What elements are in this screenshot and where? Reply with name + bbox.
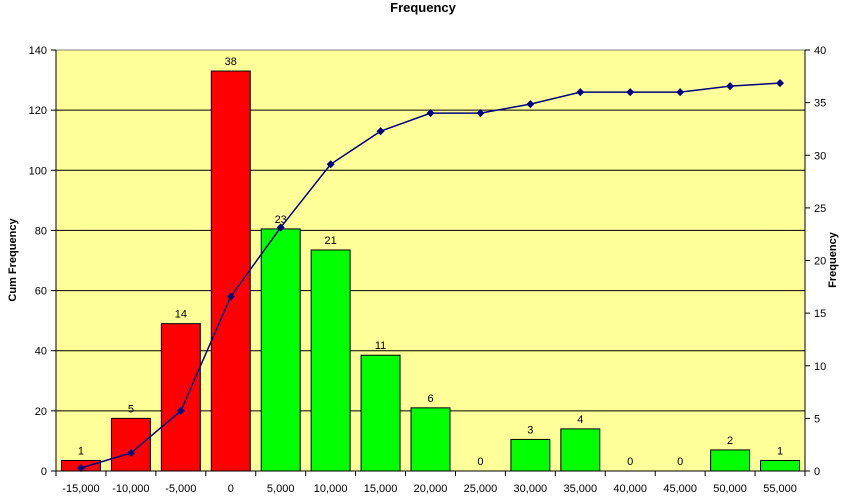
cum-frequency-marker [276, 223, 285, 232]
right-tick-label: 5 [814, 413, 820, 425]
right-tick-label: 35 [814, 98, 826, 110]
left-tick-label: 140 [29, 45, 47, 57]
bar-data-label: 4 [577, 414, 583, 426]
cum-frequency-marker [376, 127, 385, 136]
cum-frequency-line [76, 79, 785, 472]
x-tick-label: -10,000 [112, 483, 149, 495]
x-tick-label: 35,000 [563, 483, 597, 495]
x-tick-label: 45,000 [663, 483, 697, 495]
left-tick-label: 100 [29, 165, 47, 177]
x-tick-label: 30,000 [514, 483, 548, 495]
cum-frequency-marker [726, 82, 735, 91]
frequency-bar [360, 354, 401, 472]
x-tick-label: -5,000 [165, 483, 196, 495]
frequency-bar [510, 438, 551, 472]
bar-data-label: 0 [677, 456, 683, 468]
cum-frequency-marker [776, 79, 785, 88]
cum-frequency-marker [526, 100, 535, 109]
right-tick-label: 20 [814, 256, 826, 268]
cum-frequency-marker [676, 88, 685, 97]
left-axis-label: Cum Frequency [7, 218, 19, 302]
cum-frequency-marker [576, 88, 585, 97]
cum-frequency-marker [476, 109, 485, 118]
frequency-bar [760, 459, 801, 472]
left-tick-label: 80 [35, 225, 47, 237]
bar-data-label: 1 [78, 445, 84, 457]
right-tick-label: 0 [814, 466, 820, 478]
x-tick-label: -15,000 [62, 483, 99, 495]
cum-frequency-marker [626, 88, 635, 97]
right-axis-label: Frequency [827, 231, 839, 288]
left-tick-label: 120 [29, 105, 47, 117]
bar-data-label: 6 [427, 393, 433, 405]
bar-data-label: 11 [375, 340, 386, 352]
x-axis: -15,000 -10,000 -5,000 0 5,000 10,000 15,000 20… [55, 470, 806, 495]
left-tick-label: 60 [35, 286, 47, 298]
right-tick-label: 40 [814, 45, 826, 57]
right-tick-label: 30 [814, 150, 826, 162]
x-tick-label: 50,000 [713, 483, 747, 495]
cum-frequency-marker [76, 463, 85, 472]
x-tick-label: 10,000 [314, 483, 348, 495]
bar-data-label: 2 [727, 435, 733, 447]
x-tick-label: 40,000 [613, 483, 647, 495]
left-tick-label: 40 [35, 346, 47, 358]
frequency-bar [410, 407, 451, 472]
bar-data-label: 21 [325, 235, 337, 247]
left-y-axis: 0 20 40 60 80 100 120 140 [29, 45, 57, 478]
right-y-axis: 0 5 10 15 20 25 30 35 40 [804, 45, 826, 478]
x-tick-label: 5,000 [267, 483, 295, 495]
x-tick-label: 15,000 [364, 483, 398, 495]
left-tick-label: 0 [41, 466, 47, 478]
left-tick-label: 20 [35, 406, 47, 418]
bar-data-label: 0 [627, 456, 633, 468]
x-tick-label: 0 [228, 483, 234, 495]
frequency-bar [310, 249, 351, 472]
frequency-bar [210, 70, 251, 472]
right-tick-label: 10 [814, 361, 826, 373]
bar-data-label: 0 [477, 456, 483, 468]
bar-data-label: 14 [175, 309, 187, 321]
frequency-bars [60, 70, 801, 472]
right-tick-label: 15 [814, 308, 826, 320]
cum-frequency-marker [176, 406, 185, 415]
cum-frequency-marker [426, 109, 435, 118]
cum-frequency-marker [226, 292, 235, 301]
bar-data-label: 38 [225, 56, 237, 68]
frequency-bar [560, 428, 601, 472]
chart-title: Frequency [390, 0, 457, 15]
bar-data-label: 1 [777, 445, 783, 457]
x-tick-label: 20,000 [414, 483, 448, 495]
frequency-bar [260, 228, 301, 472]
right-tick-label: 25 [814, 203, 826, 215]
frequency-bar [160, 323, 201, 472]
bar-data-label: 5 [128, 403, 134, 415]
x-tick-label: 25,000 [464, 483, 498, 495]
bar-data-label: 3 [527, 424, 533, 436]
cum-frequency-marker [326, 160, 335, 169]
frequency-bar [110, 417, 151, 472]
x-tick-label: 55,000 [763, 483, 797, 495]
frequency-bar [710, 449, 751, 472]
cum-frequency-marker [126, 448, 135, 457]
